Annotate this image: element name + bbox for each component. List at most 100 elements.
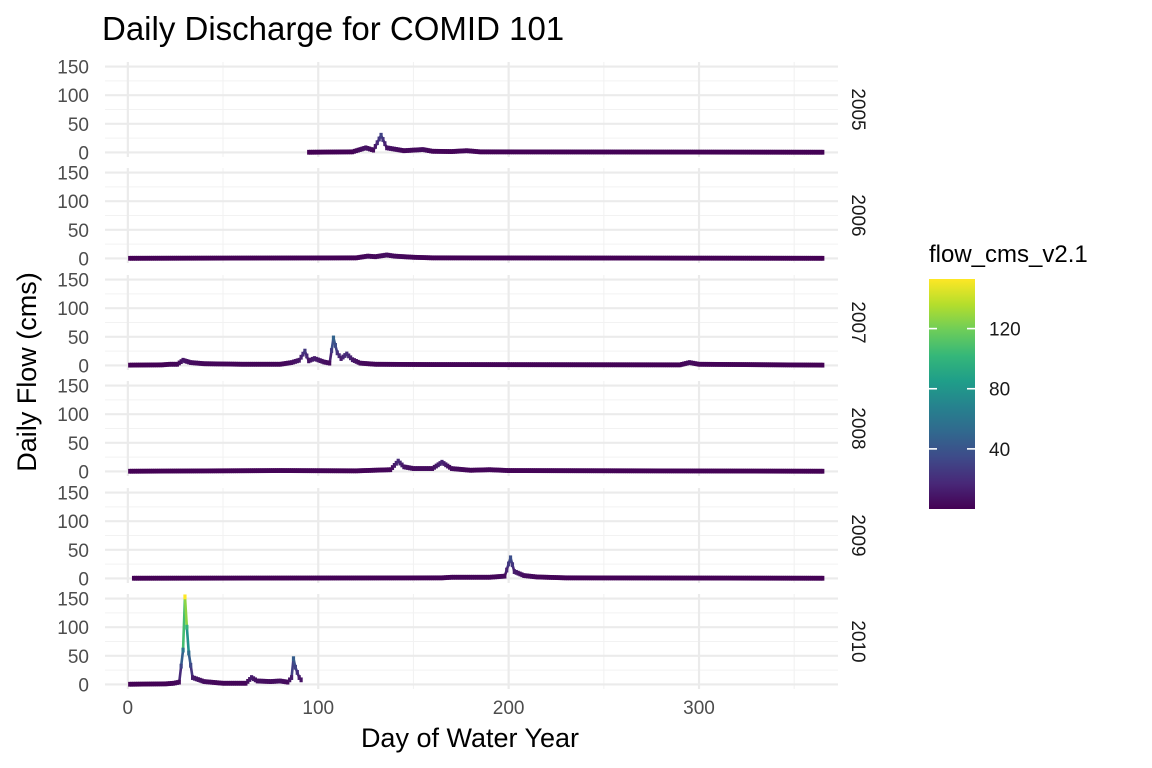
data-point [368,468,372,473]
data-point [478,467,482,473]
data-point [329,468,334,474]
data-point [175,361,179,367]
data-point [583,149,587,155]
data-point [526,362,530,368]
data-point [678,255,682,261]
data-point [556,575,560,581]
data-point [345,255,349,261]
data-point [689,149,693,155]
data-point [668,362,673,368]
data-point [427,575,431,581]
data-point [217,575,221,581]
data-point [809,575,813,581]
data-point [350,149,355,155]
data-point [512,468,516,473]
data-point [571,362,575,368]
data-point [337,353,341,359]
data-point [748,255,753,261]
data-point [345,351,349,357]
data-point [615,362,619,368]
data-point [541,362,545,368]
data-point [284,255,288,261]
data-point [819,149,823,155]
data-point [394,253,398,259]
data-point [604,362,608,368]
data-point [762,468,766,474]
data-point [383,575,387,581]
data-point [771,468,775,474]
data-point [480,467,484,473]
data-point [282,575,286,581]
data-point [535,149,539,155]
data-point [531,149,535,155]
data-point [733,255,737,261]
data-point [335,350,339,356]
data-point [579,575,583,581]
data-point [579,255,583,261]
data-point [413,575,417,581]
data-point [128,362,132,368]
data-point [448,574,452,580]
data-point [352,255,357,261]
data-point [794,468,798,474]
data-point [246,468,250,474]
data-point [524,468,528,474]
data-point [760,255,764,261]
data-point [406,148,410,153]
colorbar-tick-label: 120 [989,320,1021,341]
data-point [476,255,480,261]
data-point [508,255,513,261]
data-point [204,575,208,581]
data-point [756,362,760,368]
data-point [265,575,269,581]
data-point [556,149,560,155]
data-point [451,574,456,580]
data-point [381,137,385,142]
data-point [710,255,714,261]
data-point [817,362,821,368]
data-point [552,362,556,368]
data-point [436,148,440,154]
data-point [773,255,777,261]
data-point [765,468,770,474]
data-point [406,575,410,581]
data-point [547,468,551,474]
data-point [670,468,674,474]
data-point [463,574,467,580]
data-point [314,255,318,261]
data-point [811,468,815,474]
data-point [213,575,218,581]
data-point [807,255,812,261]
data-point [404,575,408,581]
data-point [754,255,758,261]
data-point [293,359,297,364]
data-point [792,255,796,261]
data-point [543,362,547,368]
data-point [371,575,376,581]
data-point [455,362,459,367]
data-point [343,149,347,155]
data-point [676,575,680,581]
data-point [499,255,503,261]
data-point [716,149,720,155]
data-point [606,362,610,368]
data-point [577,362,581,368]
data-point [697,149,701,155]
data-point [769,468,773,474]
data-point [689,360,693,366]
data-point [611,255,615,261]
data-point [630,575,634,581]
y-tick-label: 150 [57,590,89,611]
data-point [575,149,579,155]
data-point [746,149,751,155]
data-point [592,149,596,155]
data-point [383,361,387,367]
colorbar [929,279,975,509]
data-point [404,464,408,470]
data-point [741,468,745,474]
data-point [708,149,713,155]
data-point [562,149,566,155]
data-point [693,468,697,474]
data-point [750,362,754,368]
data-point [295,468,299,474]
